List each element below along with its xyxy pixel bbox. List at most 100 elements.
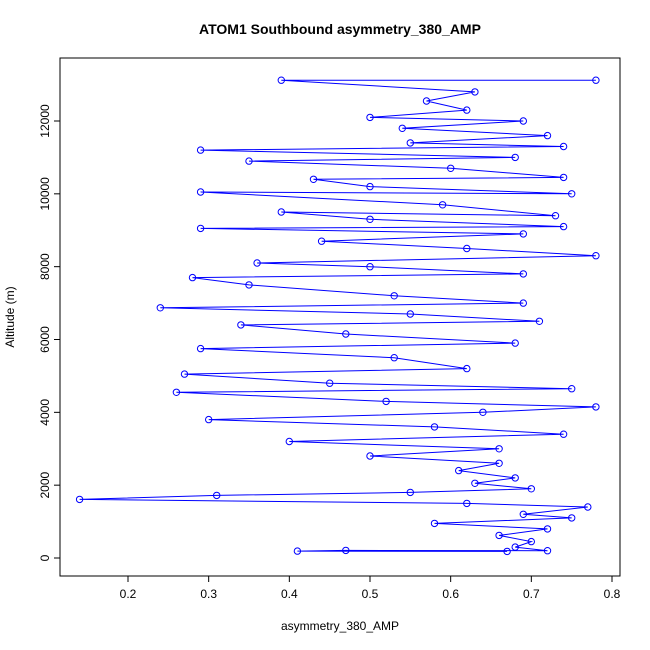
data-point	[406, 488, 414, 497]
data-point	[172, 388, 181, 396]
data-point	[342, 546, 350, 555]
x-tick-label: 0.8	[604, 587, 621, 601]
data-point	[430, 423, 439, 431]
data-point	[196, 146, 205, 154]
data-point	[406, 139, 414, 147]
data-point	[406, 310, 414, 318]
x-tick-label: 0.2	[120, 587, 137, 601]
data-point	[398, 124, 406, 133]
data-point	[237, 321, 245, 329]
data-point	[422, 97, 431, 105]
data-point	[366, 182, 374, 191]
data-point	[326, 379, 334, 387]
data-point	[309, 175, 318, 184]
y-tick-label: 10000	[38, 177, 52, 211]
data-point	[584, 503, 592, 511]
data-point	[463, 106, 471, 114]
data-point	[511, 474, 519, 482]
data-point	[495, 459, 503, 467]
data-point	[438, 201, 447, 209]
data-point	[366, 452, 374, 460]
data-point	[390, 292, 398, 300]
data-point	[592, 76, 600, 84]
x-tick-label: 0.5	[362, 587, 379, 601]
data-point	[447, 164, 455, 173]
data-point	[253, 259, 261, 267]
plot-frame	[59, 57, 621, 577]
data-point	[390, 354, 398, 362]
series-lines	[79, 79, 596, 552]
x-axis: 0.2 0.3 0.4 0.5 0.6 0.7 0.8	[120, 576, 621, 601]
data-point	[196, 188, 205, 196]
data-point	[245, 281, 253, 289]
data-point	[519, 299, 527, 307]
data-point	[463, 499, 471, 508]
data-point	[366, 263, 374, 271]
data-point	[519, 270, 527, 278]
data-point	[455, 466, 463, 475]
y-axis: 0 2000 4000 6000 8000 10000 12000	[38, 104, 60, 561]
data-point	[543, 525, 552, 533]
chart-title: ATOM1 Southbound asymmetry_380_AMP	[199, 21, 481, 37]
data-point	[559, 142, 568, 151]
data-point	[277, 208, 285, 216]
data-point	[535, 317, 544, 325]
data-point	[559, 430, 568, 438]
data-point	[527, 537, 535, 546]
data-point	[519, 230, 527, 238]
data-point	[592, 403, 600, 411]
data-point	[495, 531, 503, 540]
data-point	[479, 408, 487, 416]
series-points	[75, 76, 600, 556]
data-point	[156, 304, 165, 312]
data-point	[188, 273, 197, 282]
data-point	[559, 222, 568, 231]
y-tick-label: 0	[38, 554, 52, 561]
y-tick-label: 6000	[38, 326, 52, 353]
data-point	[495, 445, 503, 453]
data-point	[366, 113, 374, 122]
data-point	[245, 157, 253, 165]
x-tick-label: 0.3	[200, 587, 217, 601]
y-tick-label: 8000	[38, 253, 52, 280]
data-point	[551, 212, 560, 220]
data-point	[277, 76, 285, 84]
data-point	[568, 190, 576, 198]
data-point	[471, 479, 479, 487]
data-point	[196, 344, 205, 353]
data-point	[568, 385, 576, 393]
data-point	[285, 437, 293, 446]
data-point	[527, 485, 535, 493]
data-point	[366, 215, 374, 224]
data-point	[196, 224, 205, 233]
data-point	[213, 491, 221, 500]
data-point	[205, 415, 213, 424]
data-point	[543, 547, 552, 555]
x-tick-label: 0.6	[442, 587, 459, 601]
data-point	[511, 153, 519, 162]
data-point	[503, 547, 511, 556]
x-axis-label: asymmetry_380_AMP	[281, 619, 399, 633]
data-point	[317, 237, 326, 245]
data-point	[511, 543, 519, 551]
x-tick-label: 0.4	[281, 587, 298, 601]
y-tick-label: 4000	[38, 399, 52, 426]
y-axis-label: Altitude (m)	[3, 286, 17, 347]
data-point	[463, 364, 471, 373]
x-tick-label: 0.7	[523, 587, 540, 601]
data-point	[430, 519, 439, 528]
data-point	[559, 173, 568, 182]
data-point	[568, 514, 576, 522]
data-point	[180, 370, 189, 378]
series-line	[79, 79, 596, 552]
data-point	[543, 131, 552, 140]
data-point	[75, 495, 84, 504]
data-point	[463, 244, 471, 253]
data-point	[511, 339, 519, 347]
data-point	[592, 252, 600, 260]
data-point	[342, 330, 350, 338]
data-point	[471, 88, 479, 96]
data-point	[519, 117, 527, 125]
y-tick-label: 12000	[38, 104, 52, 138]
